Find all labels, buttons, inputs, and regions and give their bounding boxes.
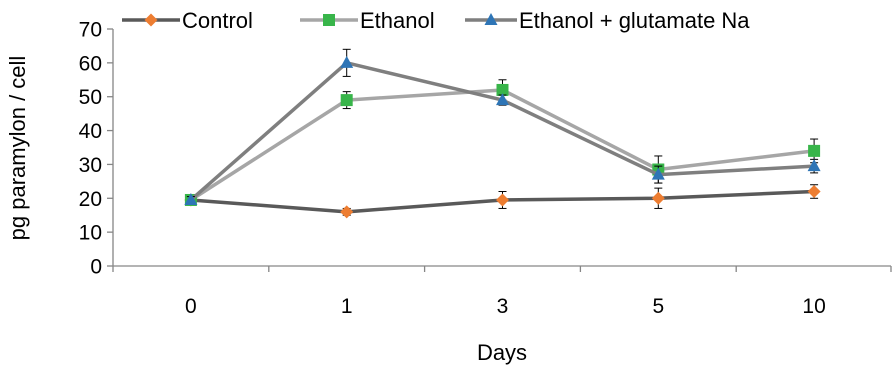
y-tick-label: 60	[79, 52, 102, 75]
y-tick-label: 20	[79, 188, 102, 211]
data-point-control	[340, 205, 354, 219]
y-tick-label: 70	[79, 19, 102, 42]
legend-item-ethanol-glutamate-na: Ethanol + glutamate Na	[465, 8, 750, 33]
x-tick-label: 3	[497, 295, 509, 318]
data-point-ethanol-glutamate-na	[651, 167, 665, 180]
y-axis: 0 10 20 30 40 50 60 70	[79, 19, 114, 279]
legend-marker	[484, 13, 498, 25]
data-point-control	[496, 193, 509, 207]
data-point-ethanol-glutamate-na	[807, 159, 821, 172]
y-tick-label: 10	[79, 222, 102, 245]
legend: Control Ethanol Ethanol + glutamate Na	[122, 8, 750, 33]
series-control	[184, 184, 821, 219]
legend-item-control: Control	[122, 8, 253, 33]
x-tick-label: 5	[652, 295, 664, 318]
y-tick-label: 50	[79, 86, 102, 109]
y-axis-title: pg paramylon / cell	[5, 56, 30, 241]
legend-label: Ethanol	[360, 8, 435, 33]
data-point-ethanol	[496, 83, 509, 96]
series-ethanol-glutamate-na	[184, 48, 821, 205]
series-line-ethanol	[189, 88, 815, 202]
data-point-ethanol-glutamate-na	[184, 192, 198, 205]
data-point-ethanol	[340, 94, 353, 107]
data-point-ethanol	[808, 144, 821, 157]
legend-marker	[323, 14, 335, 26]
legend-label: Ethanol + glutamate Na	[519, 8, 750, 33]
x-axis: 0 1 3 5 10	[112, 265, 892, 318]
series-layer	[184, 48, 821, 219]
data-point-ethanol-glutamate-na	[496, 93, 509, 106]
data-point-control	[807, 185, 821, 199]
legend-marker	[144, 13, 158, 27]
y-tick-label: 30	[79, 154, 102, 177]
x-tick-label: 1	[341, 295, 353, 318]
data-point-ethanol-glutamate-na	[340, 55, 354, 68]
legend-label: Control	[182, 8, 253, 33]
x-tick-label: 10	[802, 295, 825, 318]
y-tick-label: 40	[79, 120, 102, 143]
data-point-control	[651, 191, 665, 205]
legend-item-ethanol: Ethanol	[300, 8, 435, 33]
y-tick-label: 0	[90, 256, 102, 279]
x-tick-label: 0	[185, 295, 197, 318]
x-axis-title: Days	[477, 340, 527, 365]
